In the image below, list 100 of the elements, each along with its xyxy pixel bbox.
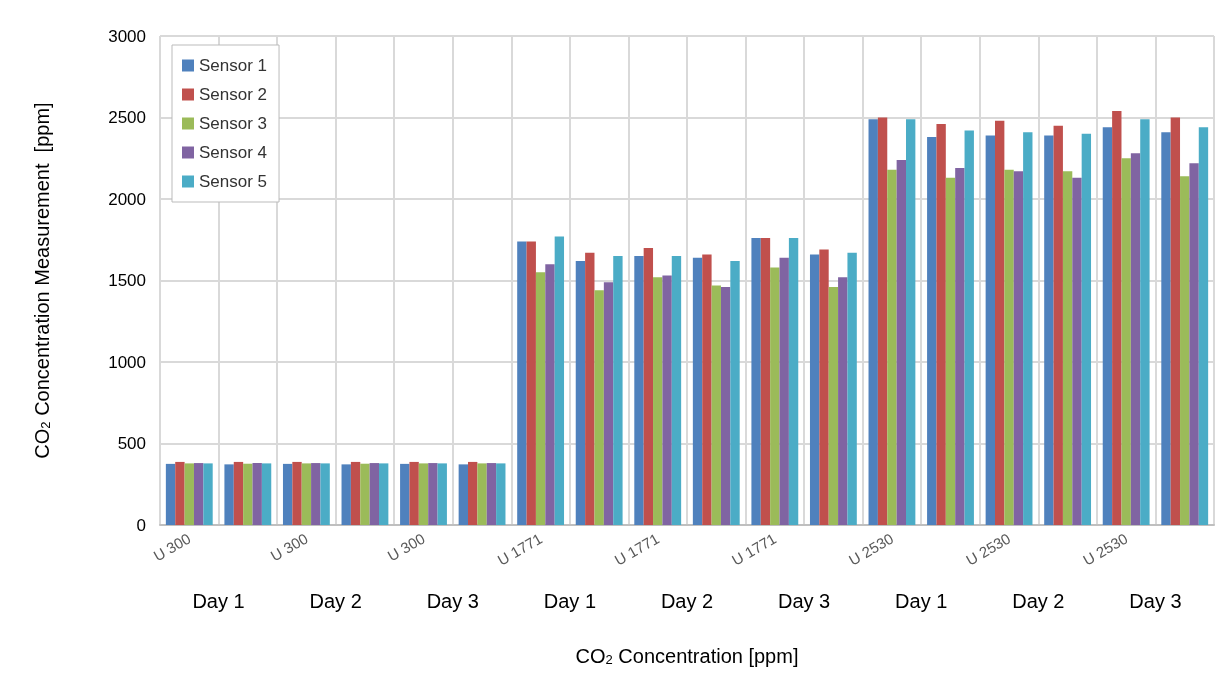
bar xyxy=(496,463,506,525)
bar xyxy=(418,463,429,525)
bar xyxy=(341,464,351,525)
bar xyxy=(730,260,740,525)
bar xyxy=(906,119,916,525)
y-tick-label: 500 xyxy=(117,434,146,453)
text: Day 3 xyxy=(426,590,479,612)
bar xyxy=(545,264,555,525)
bar xyxy=(252,463,262,525)
bar xyxy=(458,464,468,525)
x-tick-label: U 1771 xyxy=(728,529,780,569)
text: Day 3 xyxy=(777,590,831,612)
bar xyxy=(751,238,761,525)
bar xyxy=(379,463,389,525)
bar xyxy=(1102,127,1113,525)
text: Day 1 xyxy=(895,590,948,612)
x-tick-label: U 1771 xyxy=(494,529,545,569)
bar xyxy=(175,461,185,525)
bar xyxy=(437,463,447,525)
bar xyxy=(554,236,565,525)
bar xyxy=(282,463,293,525)
bar xyxy=(711,285,721,525)
legend-label: Sensor 1 xyxy=(199,56,268,75)
y-tick-label: 1000 xyxy=(108,352,146,372)
bar xyxy=(809,254,820,525)
bar xyxy=(261,463,272,525)
bar xyxy=(428,463,438,525)
bar xyxy=(203,463,213,525)
bar xyxy=(1013,171,1024,525)
y-tick-label: 1500 xyxy=(108,271,146,290)
bar xyxy=(468,461,478,525)
bar xyxy=(526,241,536,525)
bar xyxy=(1004,169,1014,525)
bar xyxy=(760,238,771,525)
text: Day 2 xyxy=(309,590,362,612)
x-tick-label: U 300 xyxy=(384,529,428,565)
bar xyxy=(634,256,644,525)
bar xyxy=(1170,117,1181,525)
bar xyxy=(477,463,487,525)
bar xyxy=(360,463,370,525)
legend-label: Sensor 4 xyxy=(199,143,268,162)
bar xyxy=(692,257,703,525)
bar xyxy=(1140,119,1150,525)
y-tick-label: 2500 xyxy=(108,108,146,127)
bar xyxy=(193,463,204,525)
bar xyxy=(985,135,995,525)
text: Day 2 xyxy=(1012,590,1065,612)
x-tick-label: U 2530 xyxy=(962,529,1014,569)
bar xyxy=(1044,135,1054,525)
bar xyxy=(243,463,253,525)
bar xyxy=(877,117,888,525)
bar xyxy=(847,252,857,525)
bar xyxy=(1130,153,1141,525)
text: Day 1 xyxy=(192,590,245,612)
x-axis-title: CO2 Concentration [ppm] xyxy=(575,644,799,667)
bar xyxy=(1072,177,1082,525)
bar xyxy=(233,461,244,525)
bar xyxy=(868,119,878,525)
x-tick-label: U 2530 xyxy=(1080,529,1131,569)
bar xyxy=(887,169,897,525)
bar xyxy=(486,463,497,525)
bar xyxy=(184,463,194,525)
x-tick-label: U 2530 xyxy=(845,529,897,569)
x-tick-label: U 300 xyxy=(267,529,311,565)
text: Day 2 xyxy=(660,590,714,612)
bar xyxy=(1062,171,1073,525)
bar xyxy=(779,257,789,525)
bar xyxy=(224,464,234,525)
x-tick-label: U 1771 xyxy=(611,529,662,569)
bar xyxy=(292,461,302,525)
legend-label: Sensor 3 xyxy=(199,114,268,133)
legend-label: Sensor 2 xyxy=(199,85,268,104)
bar xyxy=(927,137,937,525)
bar xyxy=(819,249,829,525)
bar xyxy=(1161,132,1171,525)
y-tick-label: 0 xyxy=(136,515,146,535)
bar xyxy=(828,287,839,525)
bar xyxy=(896,159,906,525)
y-axis-title: CO2 Concentration Measurement [ppm] xyxy=(30,102,53,459)
bar xyxy=(838,277,848,525)
bar xyxy=(409,461,419,525)
bar xyxy=(788,238,799,525)
bar xyxy=(594,290,604,525)
text: Day 3 xyxy=(1129,590,1182,612)
bar xyxy=(1081,133,1092,525)
bar xyxy=(613,256,623,525)
bar xyxy=(964,130,974,525)
bar xyxy=(1198,127,1209,525)
bar xyxy=(1053,125,1063,525)
bar xyxy=(603,282,614,525)
bar xyxy=(301,463,312,525)
bar xyxy=(662,275,672,525)
bar xyxy=(535,272,546,525)
bar xyxy=(585,252,595,525)
bar xyxy=(369,463,379,525)
bar xyxy=(995,120,1005,525)
bar xyxy=(1189,163,1199,525)
bar xyxy=(720,287,731,525)
bar xyxy=(311,463,321,525)
bar xyxy=(1180,176,1190,525)
